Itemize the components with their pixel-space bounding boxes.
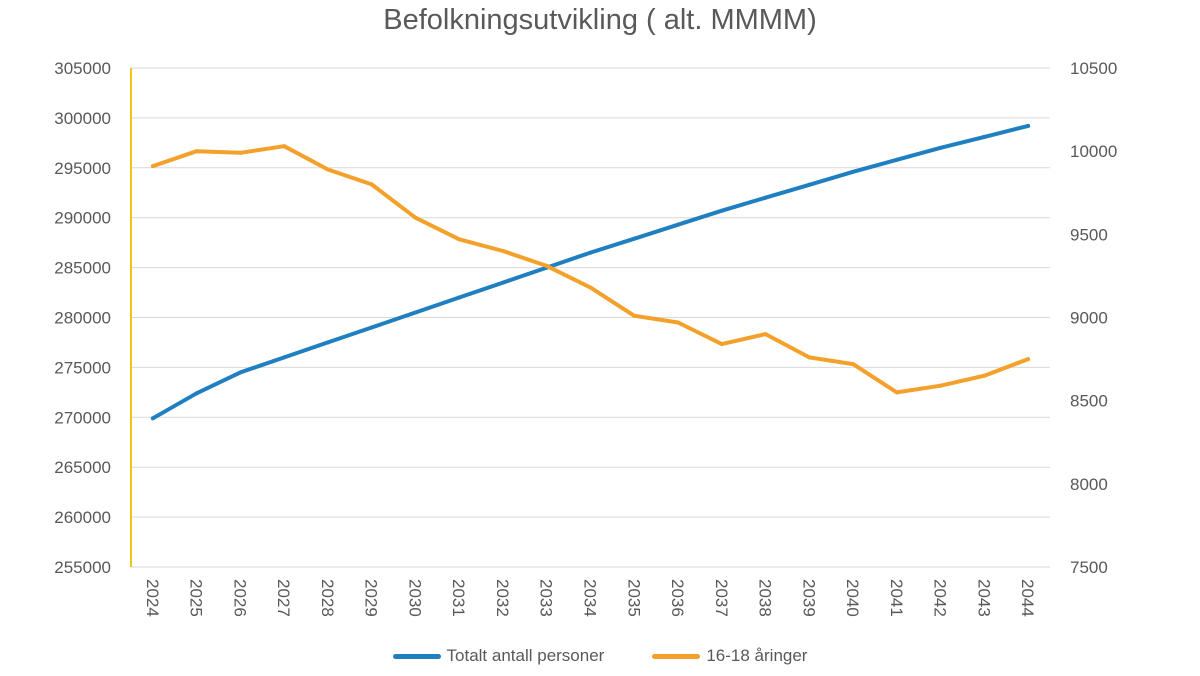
data-point-youth (588, 285, 593, 290)
data-point-total (369, 325, 374, 330)
x-tick-label: 2039 (799, 579, 818, 617)
data-point-total (500, 280, 505, 285)
data-point-youth (719, 342, 724, 347)
left-tick-label: 285000 (54, 259, 111, 278)
x-tick-label: 2036 (668, 579, 687, 617)
x-tick-label: 2029 (362, 579, 381, 617)
data-point-youth (413, 215, 418, 220)
x-tick-label: 2037 (712, 579, 731, 617)
x-tick-label: 2026 (230, 579, 249, 617)
x-tick-label: 2027 (274, 579, 293, 617)
x-tick-label: 2032 (493, 579, 512, 617)
legend-swatch-youth (652, 653, 701, 659)
x-axis-ticks: 2024 2025 2026 2027 2028 2029 2030 2031 2032 2033… (143, 579, 1037, 617)
series-lines (150, 123, 1031, 421)
left-tick-label: 295000 (54, 159, 111, 178)
data-point-total (282, 355, 287, 360)
data-point-youth (150, 164, 155, 169)
legend-swatch-total (392, 653, 441, 659)
left-tick-label: 305000 (54, 59, 111, 78)
legend-item-youth[interactable]: 16-18 åringer (652, 646, 807, 666)
data-point-total (457, 295, 462, 300)
data-point-total (588, 250, 593, 255)
right-tick-label: 8500 (1070, 392, 1108, 411)
right-tick-label: 7500 (1070, 558, 1108, 577)
data-point-youth (369, 182, 374, 187)
left-tick-label: 280000 (54, 309, 111, 328)
x-tick-label: 2043 (974, 579, 993, 617)
data-point-youth (807, 355, 812, 360)
data-point-youth (851, 362, 856, 367)
data-point-youth (544, 263, 549, 268)
data-point-youth (894, 390, 899, 395)
data-point-total (719, 208, 724, 213)
x-tick-label: 2030 (405, 579, 424, 617)
data-point-total (676, 222, 681, 227)
legend: Totalt antall personer 16-18 åringer (0, 646, 1200, 666)
data-point-total (851, 169, 856, 174)
data-point-total (894, 157, 899, 162)
chart-title: Befolkningsutvikling ( alt. MMMM) (383, 4, 817, 36)
data-point-total (150, 416, 155, 421)
data-point-total (763, 195, 768, 200)
right-tick-label: 9000 (1070, 309, 1108, 328)
right-axis-ticks: 7500 8000 8500 9000 9500 10000 10500 (1070, 59, 1117, 577)
series-line-total (150, 123, 1031, 421)
x-tick-label: 2025 (187, 579, 206, 617)
data-point-total (238, 370, 243, 375)
gridlines (131, 67, 1050, 568)
data-point-youth (938, 383, 943, 388)
x-tick-label: 2034 (581, 579, 600, 617)
left-tick-label: 275000 (54, 358, 111, 377)
data-point-total (807, 182, 812, 187)
left-tick-label: 260000 (54, 508, 111, 527)
data-point-total (982, 134, 987, 139)
right-tick-label: 10000 (1070, 142, 1117, 161)
x-tick-label: 2041 (887, 579, 906, 617)
legend-item-total[interactable]: Totalt antall personer (392, 646, 605, 666)
x-tick-label: 2040 (843, 579, 862, 617)
data-point-total (413, 310, 418, 315)
data-point-youth (282, 144, 287, 149)
data-point-youth (238, 150, 243, 155)
x-tick-label: 2031 (449, 579, 468, 617)
data-point-youth (982, 373, 987, 378)
data-point-total (194, 391, 199, 396)
x-tick-label: 2042 (931, 579, 950, 617)
data-point-total (1026, 123, 1031, 128)
legend-label-total: Totalt antall personer (446, 646, 605, 665)
left-axis-ticks: 255000 260000 265000 270000 275000 280000 2850… (54, 59, 111, 577)
data-point-youth (325, 167, 330, 172)
right-tick-label: 8000 (1070, 475, 1108, 494)
legend-label-youth: 16-18 åringer (706, 646, 808, 665)
data-point-youth (500, 248, 505, 253)
x-tick-label: 2038 (756, 579, 775, 617)
data-point-youth (632, 313, 637, 318)
data-point-total (325, 340, 330, 345)
right-tick-label: 10500 (1070, 59, 1117, 78)
left-tick-label: 290000 (54, 209, 111, 228)
left-tick-label: 265000 (54, 458, 111, 477)
left-tick-label: 300000 (54, 109, 111, 128)
left-tick-label: 270000 (54, 408, 111, 427)
right-tick-label: 9500 (1070, 225, 1108, 244)
x-tick-label: 2044 (1018, 579, 1037, 617)
x-tick-label: 2024 (143, 579, 162, 617)
data-point-youth (763, 332, 768, 337)
data-point-youth (194, 149, 199, 154)
x-tick-label: 2035 (624, 579, 643, 617)
left-tick-label: 255000 (54, 558, 111, 577)
data-point-youth (676, 320, 681, 325)
x-tick-label: 2033 (537, 579, 556, 617)
data-point-youth (457, 237, 462, 242)
x-tick-label: 2028 (318, 579, 337, 617)
data-point-youth (1026, 357, 1031, 362)
data-point-total (632, 236, 637, 241)
data-point-total (938, 145, 943, 150)
